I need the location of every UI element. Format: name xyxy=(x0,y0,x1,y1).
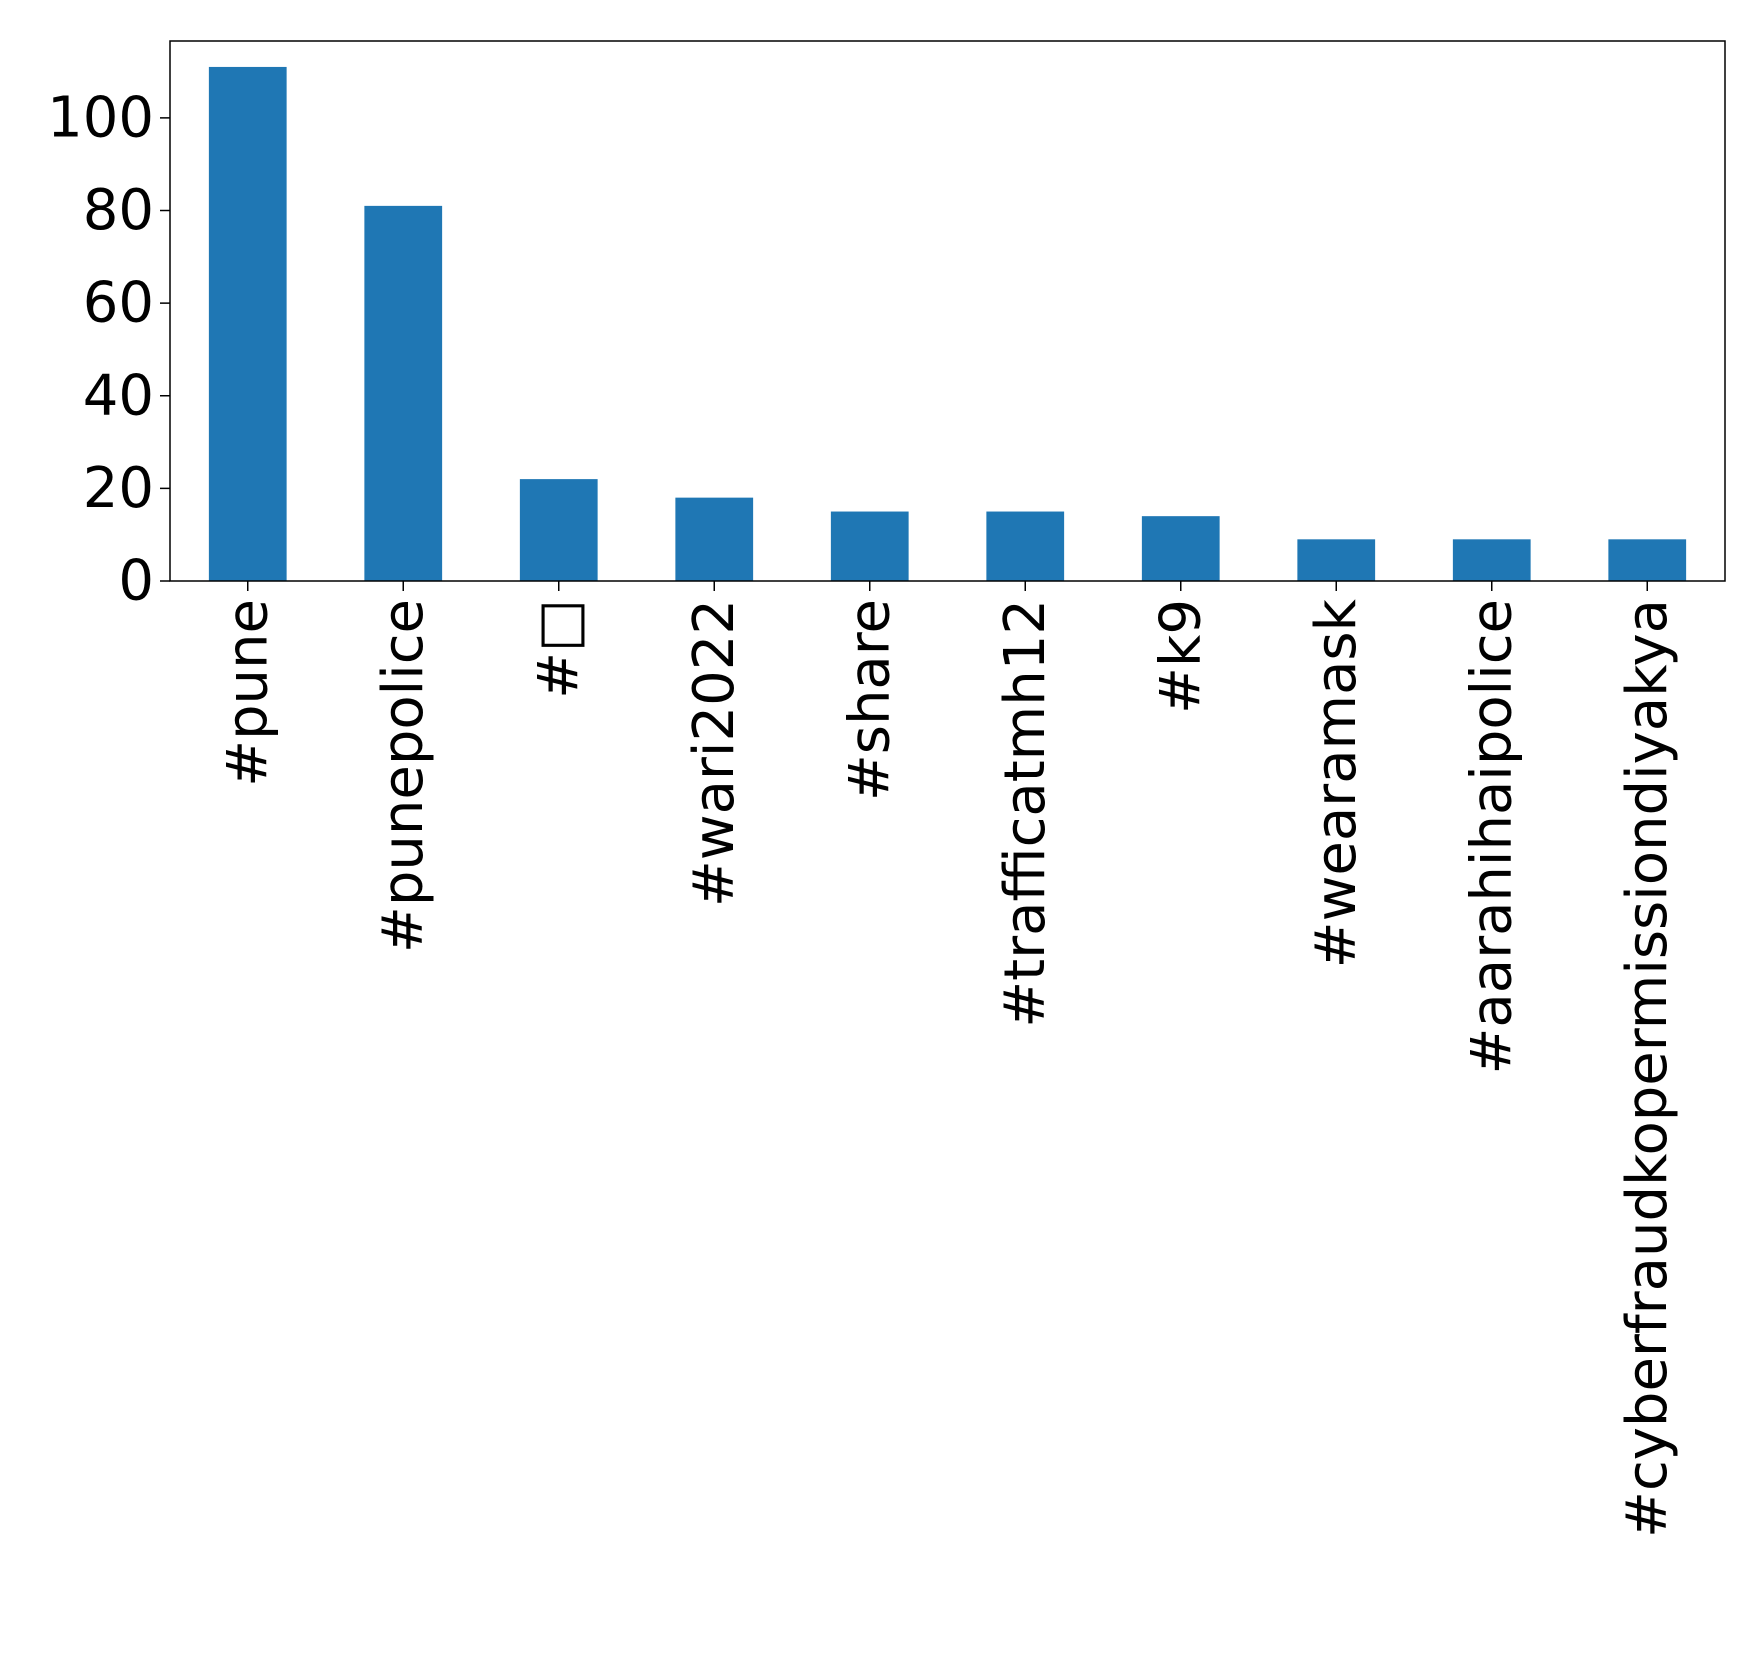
x-tick-label: #cyberfraudkopermissiondiyakya xyxy=(1615,599,1680,1538)
x-tick-label: #aarahihaipolice xyxy=(1459,599,1524,1074)
y-tick-label: 60 xyxy=(83,271,154,336)
bar xyxy=(1297,539,1376,581)
x-tick-label: #wari2022 xyxy=(682,599,747,907)
bar xyxy=(830,511,909,581)
x-tick-label: #share xyxy=(837,599,902,801)
y-tick-label: 20 xyxy=(83,456,154,521)
bar xyxy=(1141,516,1220,581)
bars-group xyxy=(208,66,1687,582)
y-axis: 0 20 40 60 80 100 xyxy=(47,85,170,614)
y-tick-label: 100 xyxy=(47,85,154,150)
y-tick-label: 0 xyxy=(118,549,154,614)
bar xyxy=(208,66,287,582)
bar xyxy=(675,497,754,581)
x-tick-label: #wearamask xyxy=(1304,598,1369,968)
bar xyxy=(986,511,1065,581)
x-tick-label: #punepolice xyxy=(371,599,436,953)
bar xyxy=(1608,539,1687,581)
x-tick-label: #trafficatmh12 xyxy=(993,599,1058,1028)
x-tick-label: #pune xyxy=(215,599,280,787)
plot-frame xyxy=(169,40,1726,582)
bar xyxy=(364,205,443,582)
x-tick-label: #□ xyxy=(526,599,591,699)
x-tick-label: #k9 xyxy=(1148,599,1213,714)
bar xyxy=(519,479,598,581)
y-tick-label: 40 xyxy=(83,363,154,428)
x-axis: #pune #punepolice #□ #wari2022 #share #traffi… xyxy=(215,581,1680,1538)
y-tick-label: 80 xyxy=(83,178,154,243)
bar xyxy=(1452,539,1531,581)
